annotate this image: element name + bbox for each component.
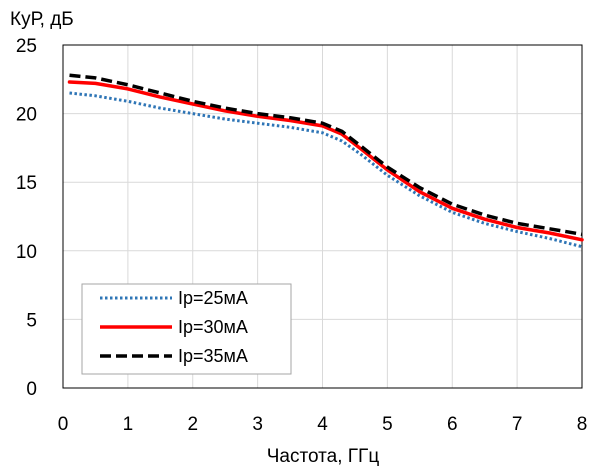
y-tick-label: 20 bbox=[16, 105, 37, 126]
x-tick-label: 2 bbox=[187, 414, 198, 435]
series-line-ip-35 bbox=[69, 73, 583, 237]
legend-label: Ip=35мА bbox=[178, 346, 248, 366]
y-tick-label: 15 bbox=[16, 173, 37, 194]
x-axis-title: Частота, ГГц bbox=[267, 446, 380, 467]
series-line-ip-25 bbox=[69, 91, 583, 249]
x-tick-label: 6 bbox=[447, 414, 458, 435]
x-tick-label: 7 bbox=[512, 414, 523, 435]
legend-label: Ip=30мА bbox=[178, 317, 248, 337]
x-tick-label: 0 bbox=[58, 414, 69, 435]
y-tick-labels: 0 5 10 15 20 25 bbox=[16, 36, 37, 400]
x-tick-label: 1 bbox=[123, 414, 134, 435]
y-tick-label: 5 bbox=[26, 310, 37, 331]
x-tick-label: 3 bbox=[252, 414, 263, 435]
x-tick-labels: 0 1 2 3 4 5 6 7 8 bbox=[58, 414, 588, 435]
x-tick-label: 8 bbox=[577, 414, 588, 435]
legend: Ip=25мА Ip=30мА Ip=35мА bbox=[81, 283, 292, 375]
y-axis-title: КуР, дБ bbox=[10, 9, 74, 30]
x-tick-label: 5 bbox=[382, 414, 393, 435]
y-tick-label: 25 bbox=[16, 36, 37, 57]
legend-label: Ip=25мА bbox=[178, 288, 248, 308]
y-tick-label: 10 bbox=[16, 242, 37, 263]
series-layer bbox=[67, 73, 584, 249]
x-tick-label: 4 bbox=[317, 414, 328, 435]
plot-frame bbox=[62, 44, 583, 389]
series-line-ip-30 bbox=[67, 80, 584, 242]
y-tick-label: 0 bbox=[26, 379, 37, 400]
